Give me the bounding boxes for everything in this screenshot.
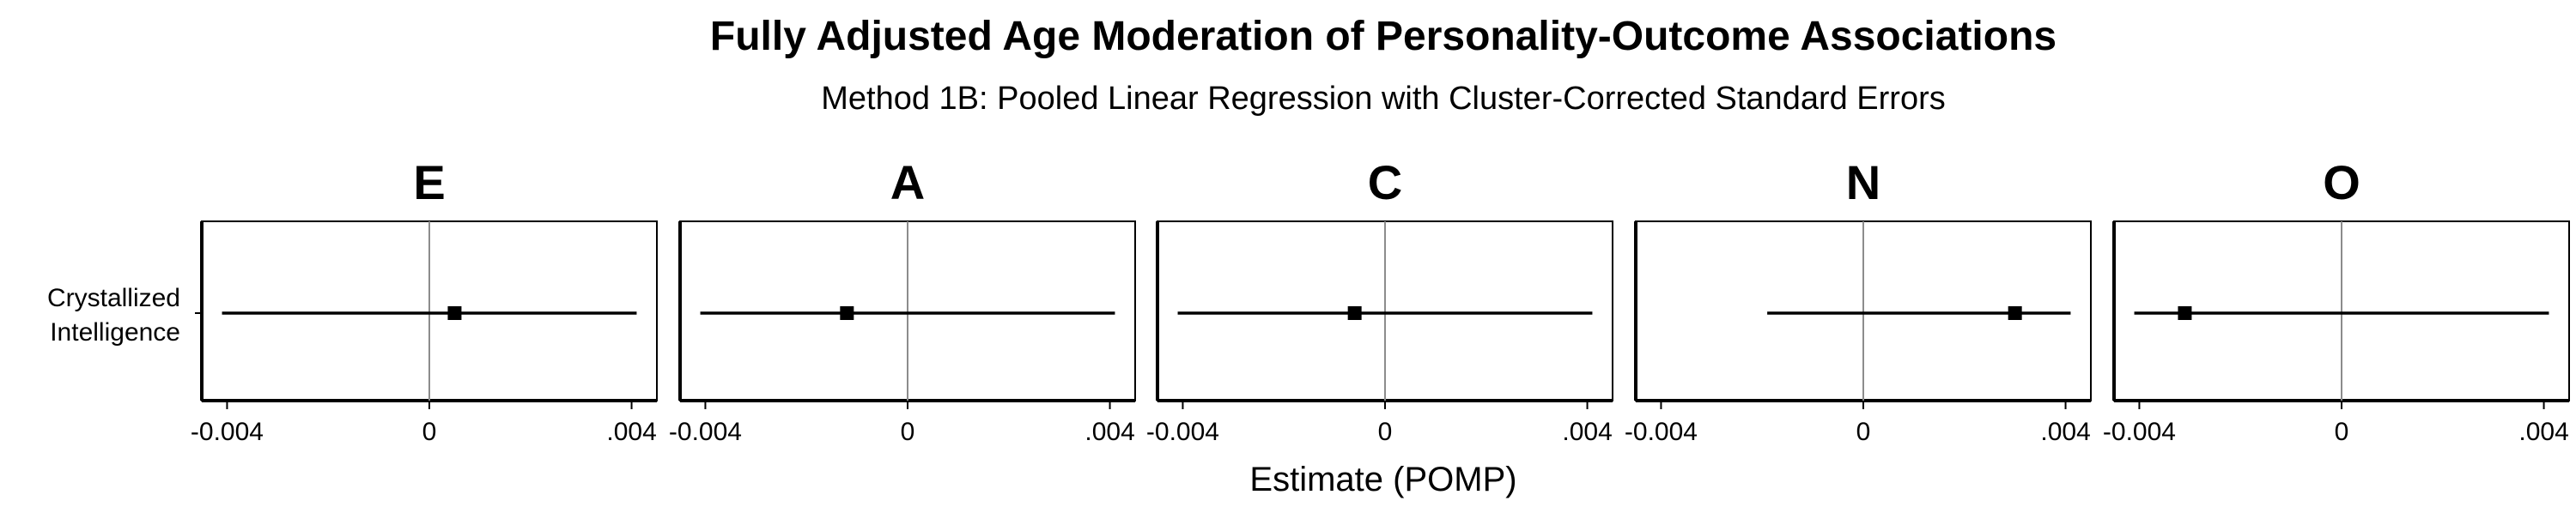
panel-o-x-tick-label: -0.004 <box>2103 418 2176 446</box>
panel-e-title: E <box>413 155 445 209</box>
panel-a-x-tick-label: 0 <box>901 418 915 446</box>
panel-o-x-tick-label: 0 <box>2335 418 2349 446</box>
panel-n-title: N <box>1846 155 1880 209</box>
panel-c-x-tick-label: 0 <box>1378 418 1393 446</box>
panel-o-x-tick-label: .004 <box>2518 418 2568 446</box>
chart-subtitle: Method 1B: Pooled Linear Regression with… <box>821 81 1946 117</box>
panel-e-x-tick-label: -0.004 <box>191 418 264 446</box>
panel-e-estimate-point <box>447 306 462 320</box>
x-axis-label: Estimate (POMP) <box>1249 461 1516 498</box>
panel-e-x-tick-label: .004 <box>606 418 656 446</box>
panel-n-estimate-point <box>2008 306 2022 320</box>
row-label-line-2: Intelligence <box>50 318 180 347</box>
panel-a-title: A <box>890 155 925 209</box>
panel-e-x-tick-label: 0 <box>422 418 437 446</box>
panel-c-x-tick-label: -0.004 <box>1146 418 1219 446</box>
panel-c-x-tick-label: .004 <box>1562 418 1612 446</box>
panel-n-x-tick-label: 0 <box>1856 418 1871 446</box>
panel-a-x-tick-label: -0.004 <box>669 418 742 446</box>
panel-a-estimate-point <box>840 306 854 320</box>
panel-a-x-tick-label: .004 <box>1084 418 1134 446</box>
panel-o-title: O <box>2323 155 2360 209</box>
panel-n-x-tick-label: .004 <box>2040 418 2090 446</box>
row-label-line-1: Crystallized <box>47 284 180 312</box>
panels-group: E -0.004 0 .004 A -0.004 0 .004 C -0.004 0 .004 N -0.… <box>191 155 2570 446</box>
chart-title: Fully Adjusted Age Moderation of Persona… <box>710 14 2057 59</box>
panel-o-estimate-point <box>2178 306 2192 320</box>
panel-c-estimate-point <box>1347 306 1362 320</box>
panel-c-title: C <box>1368 155 1402 209</box>
panel-n-x-tick-label: -0.004 <box>1625 418 1698 446</box>
